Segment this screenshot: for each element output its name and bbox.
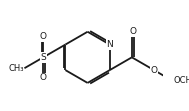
Text: O: O bbox=[129, 27, 136, 36]
Text: O: O bbox=[150, 66, 157, 75]
Text: O: O bbox=[40, 73, 47, 82]
Text: N: N bbox=[106, 40, 113, 49]
Text: CH₃: CH₃ bbox=[8, 64, 23, 73]
Text: S: S bbox=[40, 53, 46, 62]
Text: OCH₃: OCH₃ bbox=[174, 76, 189, 85]
Text: O: O bbox=[40, 32, 47, 41]
